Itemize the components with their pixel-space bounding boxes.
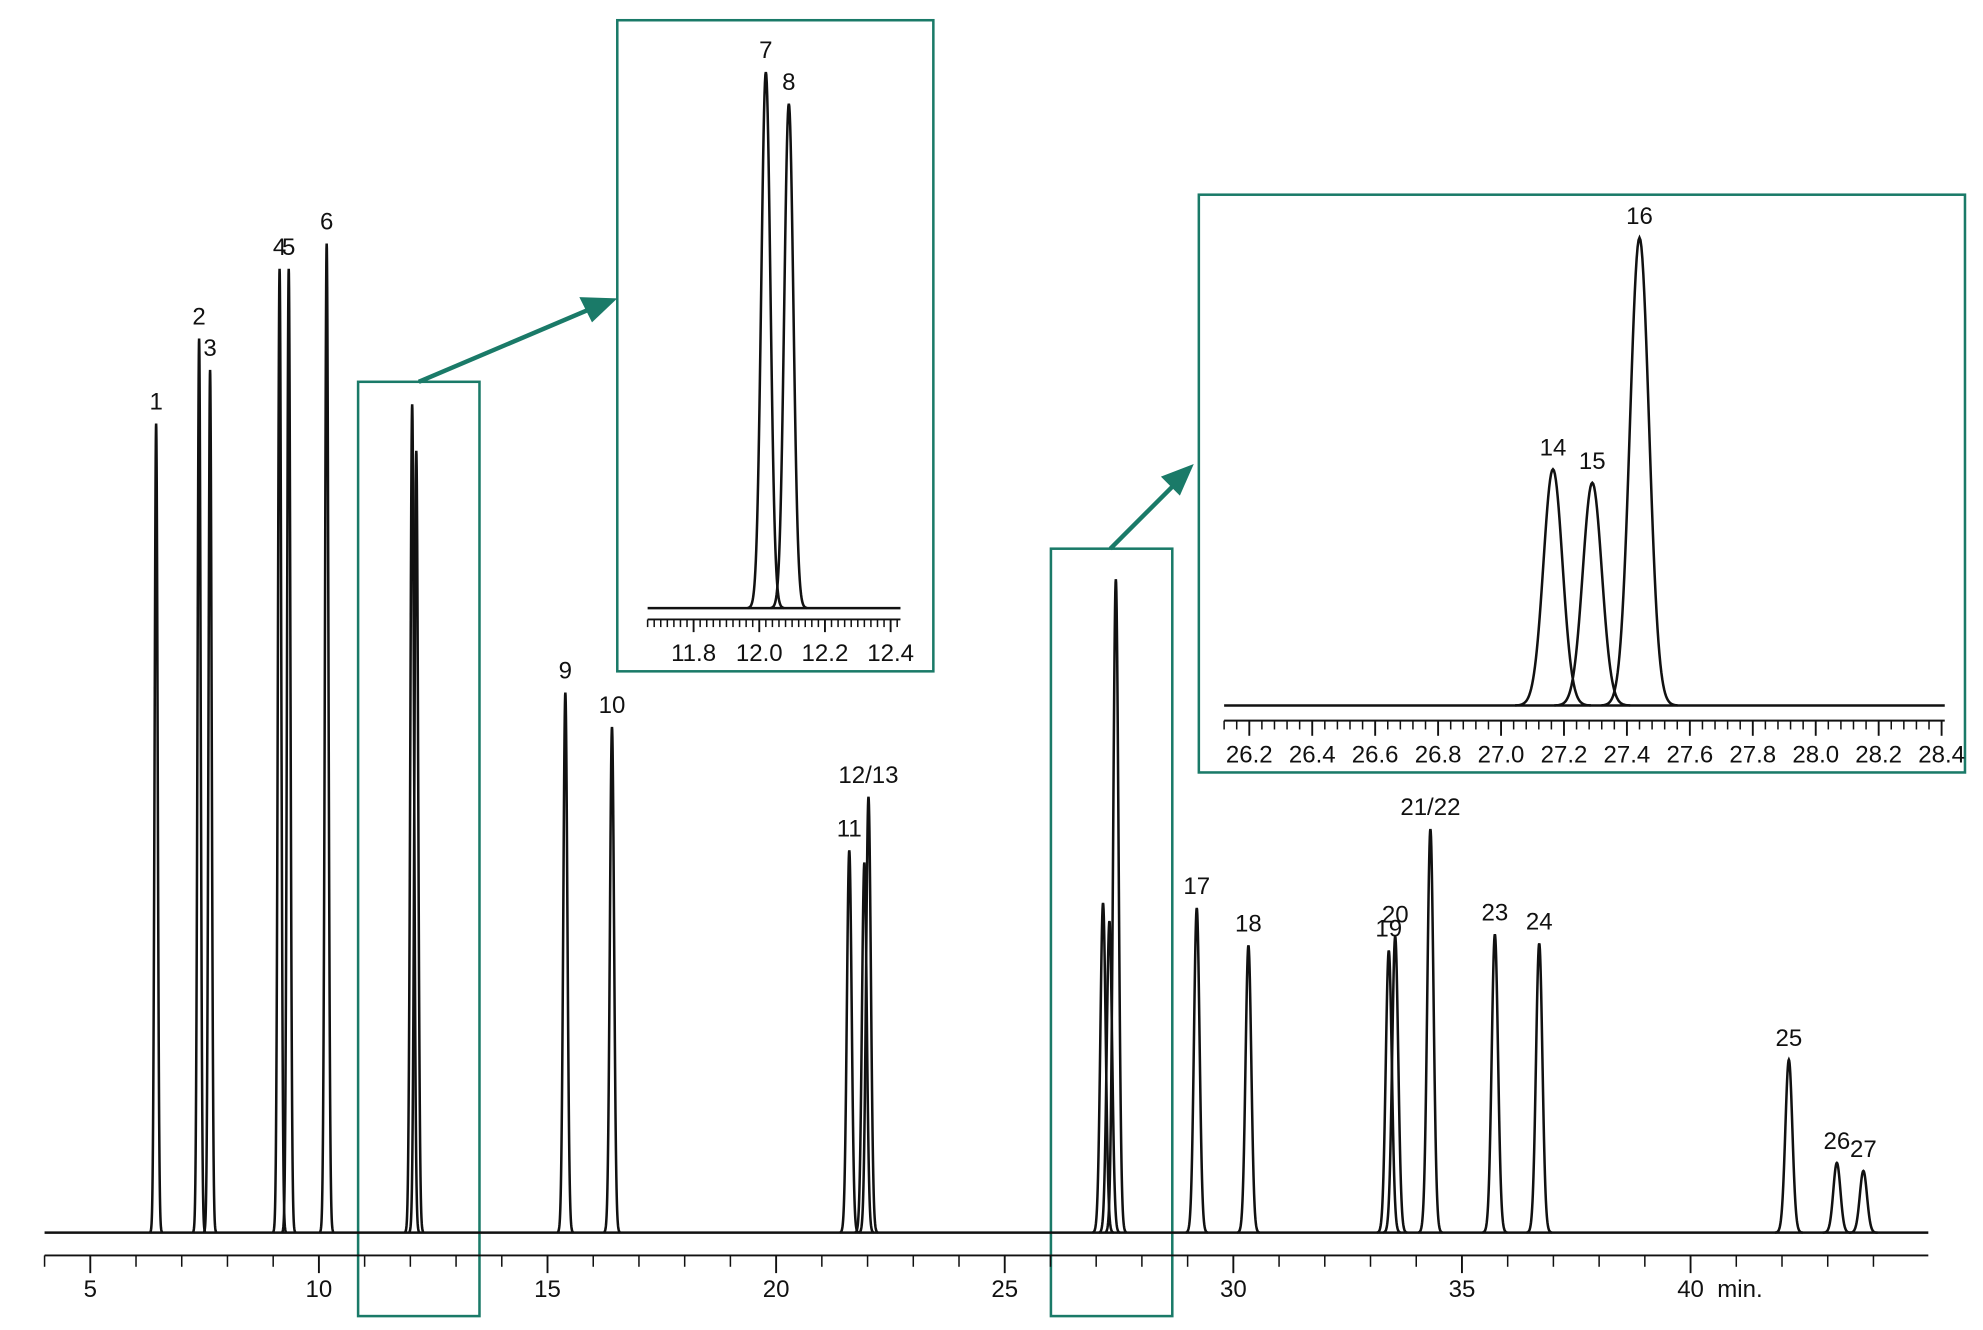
peak — [747, 71, 785, 610]
peak — [1526, 943, 1553, 1234]
peak-label: 19 — [1375, 916, 1402, 943]
peak — [1601, 234, 1678, 707]
x-tick-label: 35 — [1449, 1276, 1476, 1303]
inset-frame — [616, 18, 935, 673]
arrow-head — [1160, 463, 1194, 496]
peak — [1104, 579, 1128, 1234]
peak — [1514, 467, 1591, 707]
peak-label: 12/13 — [838, 762, 898, 789]
x-tick-label: 27.8 — [1729, 741, 1776, 768]
x-tick-label: 28.0 — [1792, 741, 1839, 768]
peak-label: 10 — [599, 692, 626, 719]
peak-label: 18 — [1235, 911, 1262, 938]
peak-label: 27 — [1850, 1136, 1877, 1163]
peak-label: 16 — [1626, 203, 1653, 230]
peak-label: 26 — [1824, 1128, 1851, 1155]
peak — [1382, 936, 1408, 1234]
peak-label: 20 — [1382, 901, 1409, 928]
peak-label: 6 — [320, 209, 333, 236]
x-tick-label: 10 — [306, 1276, 333, 1303]
x-tick-label: 27.6 — [1666, 741, 1713, 768]
peak-label: 23 — [1482, 899, 1509, 926]
x-tick-label: 28.4 — [1918, 741, 1965, 768]
peak-label: 21/22 — [1400, 794, 1460, 821]
x-tick-label: 26.4 — [1289, 741, 1336, 768]
peak — [858, 796, 879, 1234]
peak-label: 5 — [282, 234, 295, 261]
peak-label: 14 — [1540, 434, 1567, 461]
peak-label: 11 — [837, 815, 862, 842]
x-tick-label: 26.8 — [1415, 741, 1462, 768]
peak — [603, 726, 621, 1234]
peak — [1376, 950, 1402, 1234]
peak — [1482, 934, 1508, 1234]
peak-label: 24 — [1526, 909, 1553, 936]
peak — [1554, 480, 1631, 707]
peak-label: 3 — [203, 335, 216, 362]
peak-label: 15 — [1579, 448, 1606, 475]
peak — [839, 850, 860, 1234]
peak-label: 2 — [192, 304, 205, 331]
zoom-arrow — [417, 305, 596, 384]
x-tick-label: 27.0 — [1478, 741, 1525, 768]
peak — [404, 404, 421, 1234]
x-tick-label: 27.4 — [1604, 741, 1651, 768]
peak — [1092, 902, 1114, 1234]
x-tick-label: 5 — [84, 1276, 97, 1303]
inset-frame — [1197, 193, 1967, 774]
x-tick-label: 27.2 — [1541, 741, 1588, 768]
x-tick-label: 25 — [991, 1276, 1018, 1303]
peak-label: 17 — [1183, 873, 1210, 900]
peak — [1774, 1056, 1803, 1234]
zoom-arrow — [1108, 478, 1181, 551]
x-tick-label: 30 — [1220, 1276, 1247, 1303]
peak-label: 7 — [759, 37, 772, 64]
x-tick-label: 26.2 — [1226, 741, 1273, 768]
x-tick-label: 12.2 — [802, 640, 849, 667]
x-tick-label: 26.6 — [1352, 741, 1399, 768]
x-tick-label: 11.8 — [671, 640, 716, 667]
peak-label: 8 — [782, 69, 795, 96]
x-tick-label: 40 — [1677, 1276, 1704, 1303]
peak-label: 4 — [273, 234, 286, 261]
x-unit-label: min. — [1717, 1276, 1762, 1303]
peak — [1849, 1169, 1878, 1234]
peak — [1185, 907, 1209, 1234]
peak — [854, 862, 875, 1234]
peak — [318, 243, 335, 1234]
x-tick-label: 28.2 — [1855, 741, 1902, 768]
peak-label: 9 — [559, 658, 572, 685]
peak — [1236, 945, 1260, 1234]
peak — [281, 268, 297, 1234]
peak-label: 25 — [1776, 1025, 1803, 1052]
peak — [1822, 1161, 1852, 1234]
peak — [149, 423, 164, 1234]
x-tick-label: 12.0 — [736, 640, 783, 667]
x-tick-label: 20 — [763, 1276, 790, 1303]
x-tick-label: 15 — [534, 1276, 561, 1303]
peak — [408, 450, 425, 1234]
peak — [556, 692, 574, 1234]
peak — [202, 369, 218, 1234]
peak — [1098, 920, 1121, 1234]
peak — [191, 338, 207, 1234]
peak — [770, 103, 808, 610]
x-tick-label: 12.4 — [867, 640, 914, 667]
peak — [1417, 828, 1443, 1234]
peak-label: 1 — [149, 389, 162, 416]
